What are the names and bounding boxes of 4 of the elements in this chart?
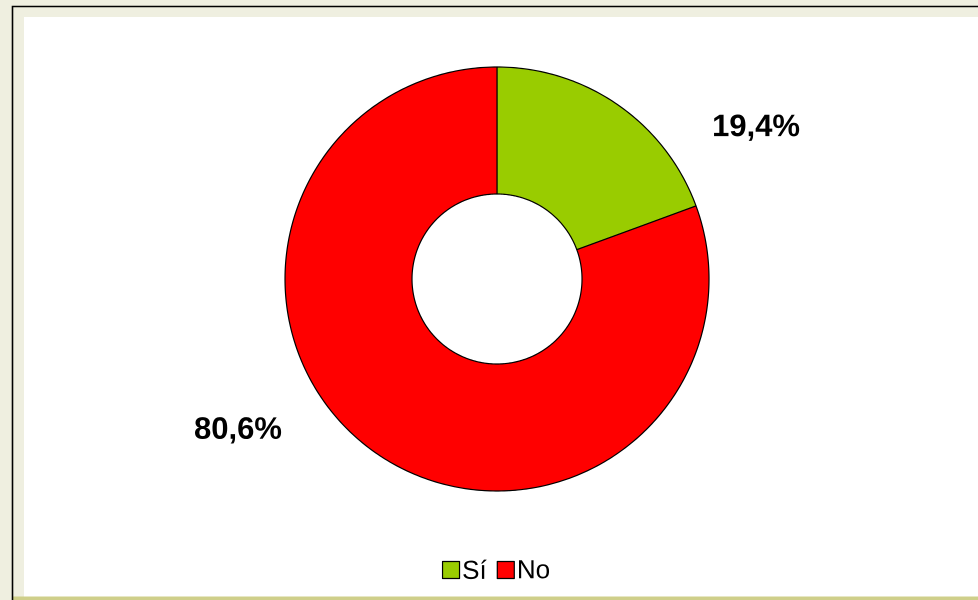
legend-label: No <box>519 560 550 578</box>
legend-label: Sí <box>463 560 487 580</box>
data-label: 80,6% <box>195 417 282 444</box>
data-label: 19,4% <box>714 114 800 141</box>
